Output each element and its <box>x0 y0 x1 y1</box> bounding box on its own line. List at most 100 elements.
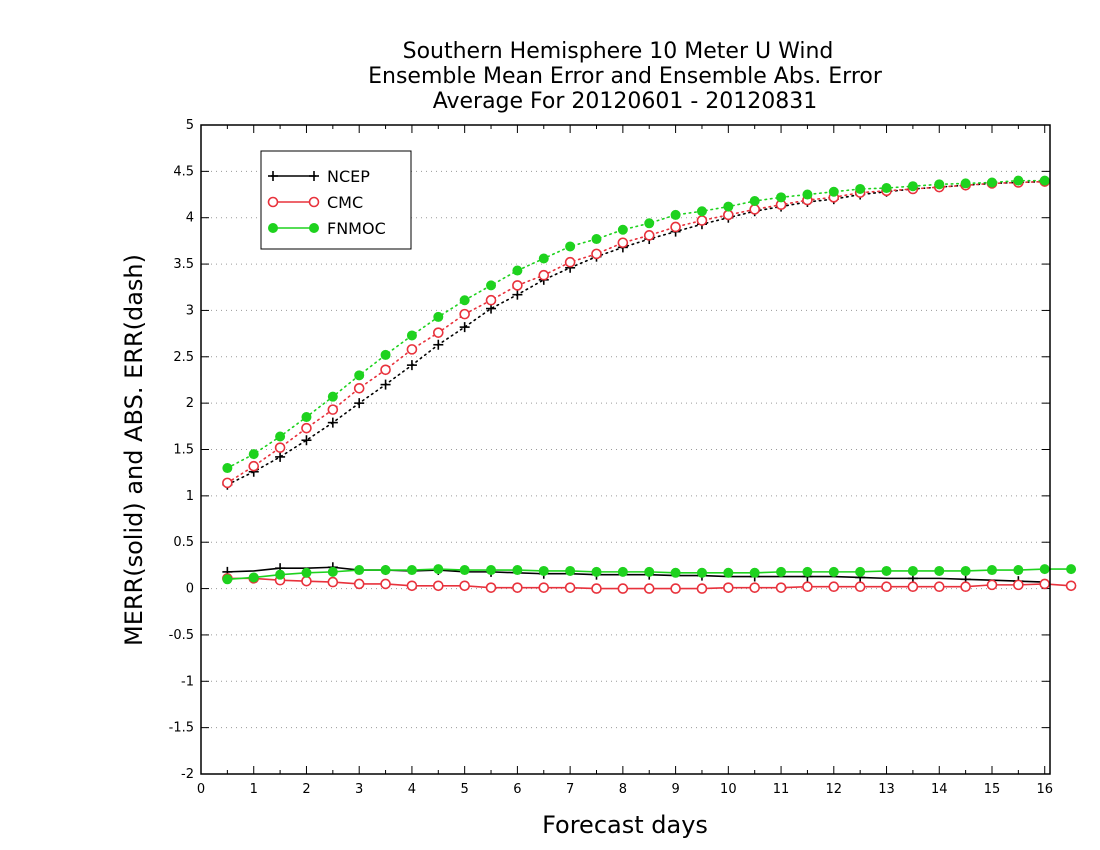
fnmoc-abs-err-point <box>986 177 997 188</box>
fnmoc-merr-point <box>986 565 997 576</box>
cmc-merr-point <box>564 582 576 593</box>
ncep-abs-err-point <box>380 379 391 390</box>
y-tick-label: 3.5 <box>173 257 194 272</box>
fnmoc-abs-err-point <box>855 183 866 194</box>
fnmoc-merr-point <box>934 565 945 576</box>
fnmoc-merr-point <box>855 566 866 577</box>
x-tick-label: 11 <box>773 782 790 797</box>
legend-item-ncep: NCEP <box>268 167 370 186</box>
legend-label-fnmoc: FNMOC <box>327 219 386 238</box>
fnmoc-abs-err-point <box>881 183 892 194</box>
cmc-merr-point <box>1039 578 1051 590</box>
fnmoc-abs-err-point <box>538 253 549 264</box>
cmc-merr-point <box>301 575 312 587</box>
cmc-abs-err-point <box>301 422 312 434</box>
ncep-abs-err-point <box>275 451 286 462</box>
fnmoc-merr-point <box>644 566 655 577</box>
fnmoc-merr-point <box>538 565 549 576</box>
fnmoc-merr-point <box>776 566 787 577</box>
legend-label-ncep: NCEP <box>327 167 370 186</box>
cmc-abs-err-point <box>380 364 391 376</box>
fnmoc-merr-point <box>907 565 918 576</box>
cmc-merr-point <box>485 582 497 593</box>
fnmoc-merr-point <box>670 567 681 578</box>
x-tick-label: 16 <box>1036 782 1053 797</box>
fnmoc-abs-err-point <box>327 391 338 402</box>
fnmoc-merr-point <box>486 565 497 576</box>
x-tick-label: 6 <box>513 782 521 797</box>
cmc-abs-err-point <box>591 248 602 260</box>
fnmoc-abs-err-point <box>828 186 839 197</box>
y-tick-label: 0 <box>186 582 194 597</box>
cmc-merr-point <box>512 582 523 593</box>
fnmoc-merr-point <box>1066 564 1077 575</box>
fnmoc-merr-point <box>433 564 444 575</box>
fnmoc-merr-point <box>1039 564 1050 575</box>
series-fnmoc <box>222 175 1077 585</box>
fnmoc-abs-err-point <box>459 295 470 306</box>
x-tick-label: 9 <box>671 782 679 797</box>
y-tick-label: 5 <box>186 118 194 133</box>
fnmoc-abs-err-point <box>723 201 734 212</box>
cmc-merr-point <box>538 582 550 593</box>
fnmoc-merr-point <box>723 567 734 578</box>
cmc-abs-err-point <box>353 383 365 394</box>
y-tick-label: 4.5 <box>173 164 194 179</box>
legend-label-cmc: CMC <box>327 193 363 212</box>
chart-title-line-3: Average For 20120601 - 20120831 <box>433 89 818 114</box>
cmc-merr-point <box>749 582 760 593</box>
fnmoc-merr-point <box>591 566 602 577</box>
x-tick-label: 0 <box>197 782 205 797</box>
chart-title-line-1: Southern Hemisphere 10 Meter U Wind <box>403 39 834 64</box>
y-axis-ticks: -2 -1.5 -1 -0.5 0 0.5 1 1.5 2 2.5 3 3.5 4 4.5 5 <box>169 118 1050 782</box>
fnmoc-merr-point <box>802 566 813 577</box>
legend-marker <box>268 223 278 233</box>
fnmoc-merr-point <box>828 566 839 577</box>
x-tick-label: 2 <box>302 782 310 797</box>
fnmoc-merr-point <box>512 565 523 576</box>
cmc-abs-err-point <box>670 221 681 233</box>
chart-title: Southern Hemisphere 10 Meter U Wind Ense… <box>368 39 883 114</box>
plot-frame <box>200 124 1051 775</box>
cmc-merr-point <box>643 583 655 594</box>
y-tick-label: 2.5 <box>173 350 194 365</box>
cmc-merr-point <box>907 581 919 593</box>
cmc-abs-err-point <box>643 230 655 241</box>
x-tick-label: 12 <box>826 782 843 797</box>
fnmoc-abs-err-point <box>222 463 233 474</box>
cmc-abs-err-point <box>274 442 286 453</box>
cmc-merr-point <box>380 578 391 590</box>
x-tick-label: 7 <box>566 782 574 797</box>
legend-item-cmc: CMC <box>267 193 363 212</box>
legend-marker <box>267 196 279 208</box>
cmc-merr-point <box>1013 579 1024 591</box>
cmc-abs-err-point <box>327 404 339 415</box>
legend-marker <box>309 223 319 233</box>
fnmoc-abs-err-point <box>670 209 681 220</box>
x-axis-label: Forecast days <box>542 811 708 839</box>
x-tick-label: 3 <box>355 782 363 797</box>
fnmoc-abs-err-point <box>591 234 602 245</box>
cmc-abs-err-point <box>723 209 734 221</box>
fnmoc-abs-err-point <box>380 349 391 360</box>
fnmoc-abs-err-point <box>907 181 918 192</box>
cmc-abs-err-point <box>485 294 497 306</box>
y-tick-label: 4 <box>186 211 194 226</box>
cmc-merr-point <box>696 583 708 594</box>
cmc-merr-point <box>881 581 892 593</box>
y-tick-label: -1 <box>181 674 194 689</box>
y-tick-label: 3 <box>186 303 194 318</box>
cmc-abs-err-point <box>512 280 523 291</box>
cmc-abs-err-point <box>617 237 629 249</box>
fnmoc-merr-point <box>248 572 259 583</box>
fnmoc-merr-point <box>881 565 892 576</box>
cmc-abs-err-point <box>432 327 444 338</box>
fnmoc-merr-point <box>354 565 365 576</box>
fnmoc-abs-err-point <box>776 192 787 203</box>
y-axis-label: MERR(solid) and ABS. ERR(dash) <box>120 254 148 646</box>
cmc-abs-err-point <box>749 204 760 215</box>
cmc-abs-err-point <box>564 256 576 268</box>
legend-marker <box>268 171 278 181</box>
fnmoc-abs-err-point <box>486 280 497 291</box>
ncep-abs-err-point <box>327 417 338 428</box>
